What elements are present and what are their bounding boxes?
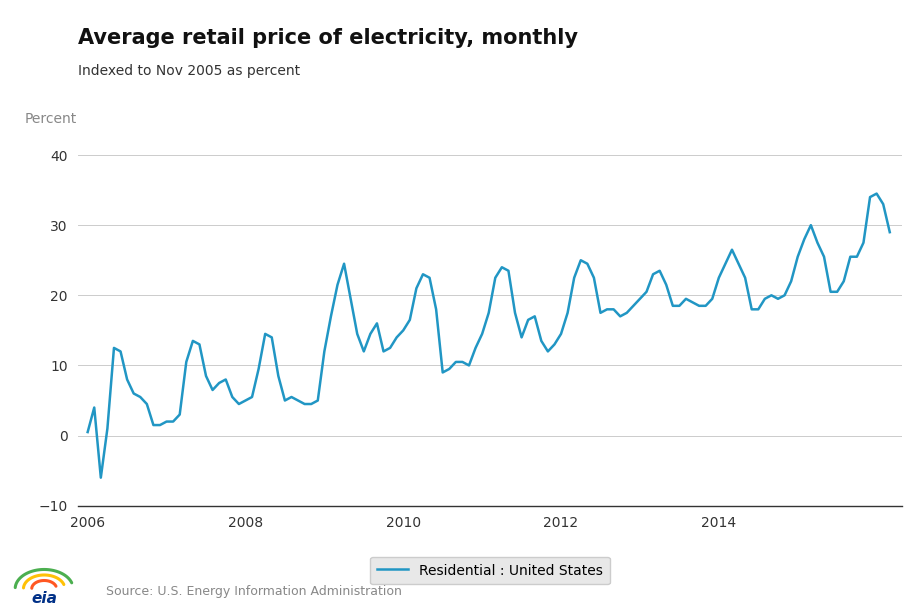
Text: eia: eia bbox=[31, 591, 57, 606]
Text: Percent: Percent bbox=[25, 112, 77, 126]
Text: Source: U.S. Energy Information Administration: Source: U.S. Energy Information Administ… bbox=[106, 585, 402, 598]
Legend: Residential : United States: Residential : United States bbox=[369, 557, 609, 584]
Text: Indexed to Nov 2005 as percent: Indexed to Nov 2005 as percent bbox=[78, 64, 300, 78]
Text: Average retail price of electricity, monthly: Average retail price of electricity, mon… bbox=[78, 28, 577, 48]
